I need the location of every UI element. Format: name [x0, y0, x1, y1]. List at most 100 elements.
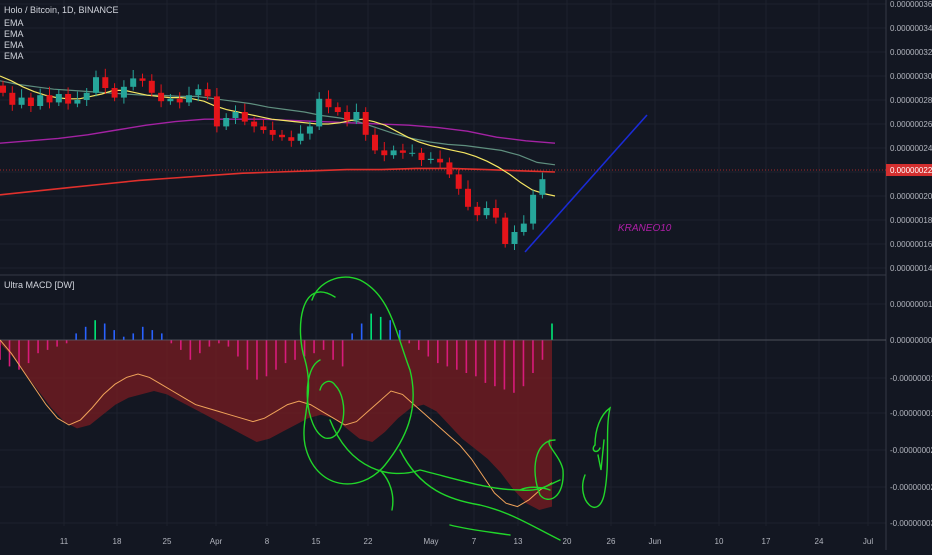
- time-tick-label: 25: [163, 537, 172, 546]
- macd-histogram-bar: [389, 320, 392, 340]
- macd-histogram-bar: [0, 340, 1, 360]
- price-tick-label: 0.00000024: [890, 144, 932, 153]
- green-scribble: [449, 524, 511, 536]
- symbol-title[interactable]: Holo / Bitcoin, 1D, BINANCE: [4, 5, 119, 15]
- trendline-up: [524, 114, 648, 253]
- macd-pane: [0, 313, 886, 510]
- macd-histogram-bar: [189, 340, 192, 360]
- candle-body: [390, 150, 397, 156]
- candle-body: [362, 112, 369, 135]
- candle-body: [269, 130, 276, 135]
- macd-histogram-bar: [284, 340, 287, 364]
- candle-body: [55, 94, 62, 103]
- candle-body: [288, 137, 295, 141]
- macd-histogram-bar: [417, 340, 420, 350]
- candle-body: [93, 77, 99, 93]
- macd-histogram-bar: [379, 316, 382, 340]
- candle-body: [530, 194, 537, 224]
- macd-axis[interactable]: 0.00000001 0.00000000 -0.00000001 -0.000000…: [890, 300, 932, 528]
- candle-body: [9, 92, 16, 105]
- ema-legend-3[interactable]: EMA: [4, 40, 24, 50]
- ema-legend-2[interactable]: EMA: [4, 29, 24, 39]
- candle-body: [176, 98, 183, 103]
- macd-histogram-bar: [303, 340, 306, 357]
- candle-body: [399, 150, 406, 153]
- ema-legend-1[interactable]: EMA: [4, 18, 24, 28]
- green-scribble: [582, 406, 612, 508]
- candle-body: [279, 134, 285, 138]
- macd-histogram-bar: [294, 340, 296, 360]
- macd-histogram-bar: [322, 340, 325, 350]
- candle-body: [539, 179, 546, 195]
- macd-histogram-bar: [8, 340, 11, 367]
- candle-body: [158, 92, 165, 102]
- macd-histogram-bar: [408, 340, 411, 344]
- price-axis[interactable]: 0.00000036 0.00000034 0.00000032 0.00000030…: [0, 0, 932, 273]
- ema-legend-4[interactable]: EMA: [4, 51, 24, 61]
- macd-histogram-bar: [341, 340, 344, 367]
- current-price-label: 0.00000022: [890, 166, 932, 175]
- candle-body: [148, 80, 155, 93]
- time-tick-label: 8: [265, 537, 270, 546]
- time-tick-label: 26: [607, 537, 616, 546]
- candle-body: [418, 152, 425, 160]
- macd-histogram-bar: [75, 333, 77, 340]
- candle-body: [511, 232, 518, 244]
- macd-histogram-bar: [256, 340, 258, 380]
- macd-histogram-bar: [246, 340, 249, 370]
- candle-body: [46, 95, 53, 103]
- macd-histogram-bar: [494, 340, 496, 387]
- macd-histogram-bar: [227, 340, 230, 347]
- price-tick-label: 0.00000034: [890, 24, 932, 33]
- macd-histogram-bar: [103, 323, 106, 340]
- green-scribble: [399, 449, 561, 541]
- macd-histogram-bar: [65, 340, 68, 344]
- candle-body: [0, 85, 6, 93]
- price-tick-label: 0.00000026: [890, 120, 932, 129]
- candle-body: [427, 158, 434, 160]
- candle-body: [325, 98, 332, 108]
- macd-histogram-bar: [84, 326, 87, 340]
- macd-tick-label: -0.00000003: [890, 519, 932, 528]
- candle-body: [83, 92, 90, 100]
- ema-mid-line: [0, 80, 556, 166]
- macd-histogram-bar: [160, 333, 163, 340]
- candle-body: [167, 98, 174, 102]
- time-tick-label: Jul: [863, 537, 873, 546]
- macd-histogram-bar: [113, 330, 116, 340]
- macd-histogram-bar: [313, 340, 315, 354]
- macd-area: [0, 340, 552, 510]
- ema-fast-line: [0, 75, 556, 197]
- macd-histogram-bar: [18, 340, 20, 370]
- macd-title[interactable]: Ultra MACD [DW]: [4, 280, 75, 290]
- time-tick-label: 22: [364, 537, 373, 546]
- candle-body: [213, 96, 220, 127]
- macd-histogram-bar: [180, 340, 182, 350]
- candle-body: [241, 112, 248, 122]
- candle-body: [437, 158, 444, 163]
- price-tick-label: 0.00000016: [890, 240, 932, 249]
- candle-body: [520, 223, 527, 232]
- ema-slow-line: [0, 118, 556, 144]
- macd-histogram-bar: [56, 340, 58, 347]
- time-tick-label: 13: [514, 537, 523, 546]
- macd-histogram-bar: [503, 340, 506, 390]
- candle-body: [74, 100, 81, 104]
- green-scribble: [534, 439, 564, 500]
- candle-body: [316, 98, 323, 127]
- macd-histogram-bar: [27, 340, 30, 364]
- candle-body: [65, 94, 72, 104]
- price-tick-label: 0.00000036: [890, 0, 932, 9]
- candle-body: [260, 126, 267, 130]
- time-axis[interactable]: 11 18 25 Apr 8 15 22 May 7 13 20 26 Jun 10 17 24 Jul: [60, 537, 873, 546]
- macd-histogram-bar: [237, 340, 239, 357]
- candle-body: [195, 89, 202, 96]
- macd-histogram-bar: [37, 340, 39, 354]
- price-tick-label: 0.00000014: [890, 264, 932, 273]
- macd-histogram-bar: [370, 313, 372, 340]
- candle-body: [37, 95, 44, 106]
- price-tick-label: 0.00000020: [890, 192, 932, 201]
- macd-histogram-bar: [170, 340, 173, 344]
